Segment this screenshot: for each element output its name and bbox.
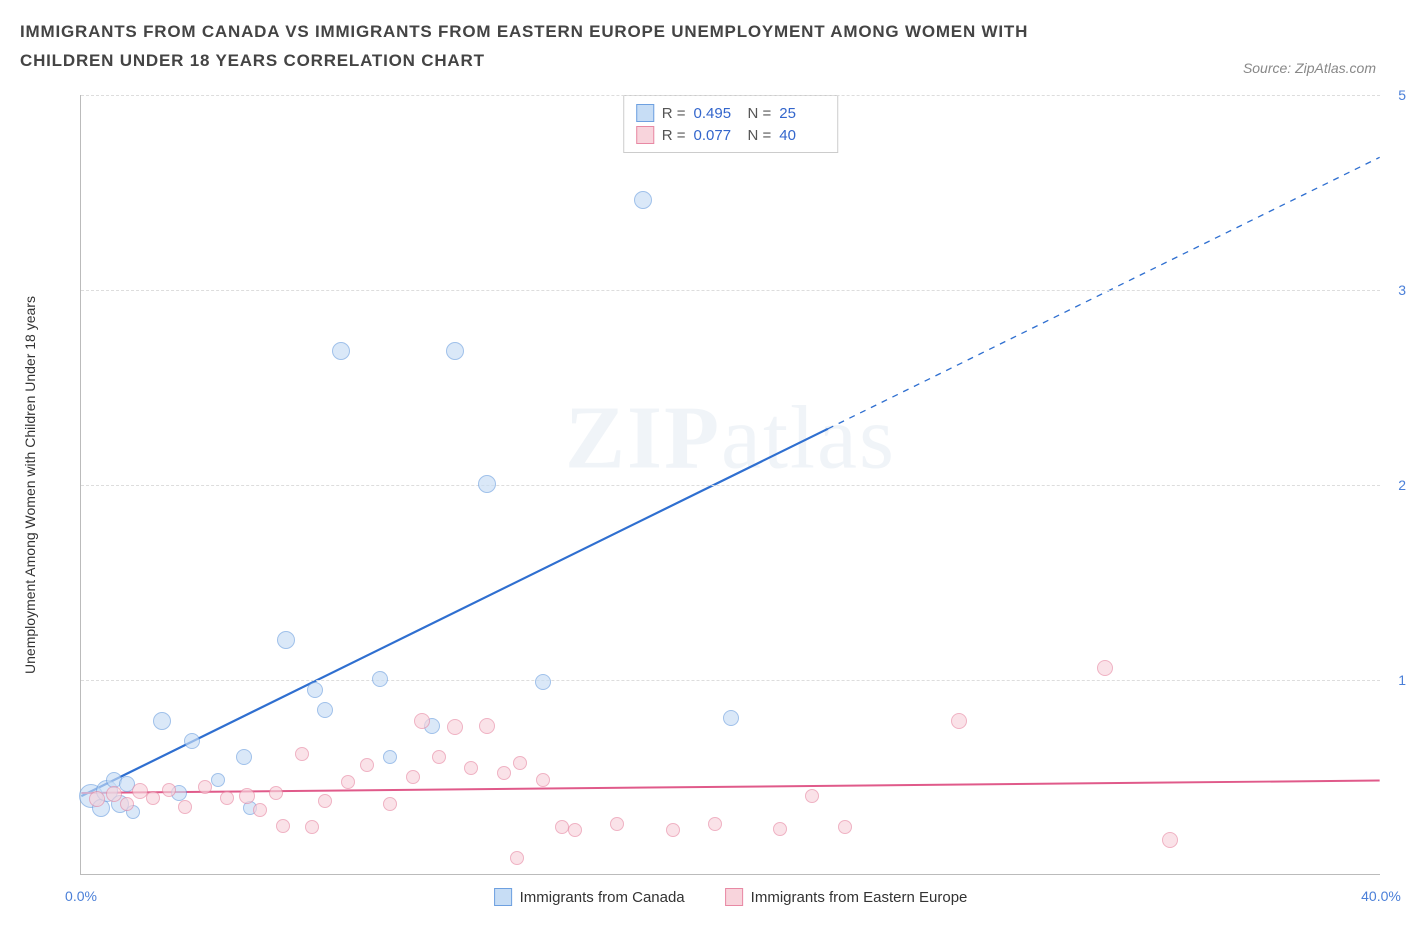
data-point	[253, 803, 267, 817]
data-point	[479, 718, 495, 734]
r-label: R =	[662, 105, 686, 122]
r-value: 0.495	[694, 105, 740, 122]
data-point	[478, 475, 496, 493]
data-point	[383, 797, 397, 811]
legend-label: Immigrants from Canada	[520, 889, 685, 906]
data-point	[497, 766, 511, 780]
legend-item: Immigrants from Eastern Europe	[725, 888, 968, 906]
data-point	[383, 750, 397, 764]
data-point	[723, 710, 739, 726]
data-point	[211, 773, 225, 787]
data-point	[120, 797, 134, 811]
n-value: 25	[779, 105, 825, 122]
data-point	[555, 820, 569, 834]
gridline	[81, 95, 1380, 96]
y-tick-label: 25.0%	[1388, 477, 1406, 493]
y-tick-label: 12.5%	[1388, 672, 1406, 688]
n-label: N =	[748, 105, 772, 122]
legend-item: Immigrants from Canada	[494, 888, 685, 906]
chart-container: Unemployment Among Women with Children U…	[60, 95, 1380, 875]
stats-legend-row: R = 0.077 N = 40	[636, 124, 826, 146]
legend-swatch	[725, 888, 743, 906]
n-label: N =	[748, 127, 772, 144]
legend-label: Immigrants from Eastern Europe	[751, 889, 968, 906]
y-tick-label: 50.0%	[1388, 87, 1406, 103]
data-point	[307, 682, 323, 698]
stats-legend: R = 0.495 N = 25 R = 0.077 N = 40	[623, 95, 839, 153]
gridline	[81, 680, 1380, 681]
data-point	[184, 733, 200, 749]
data-point	[305, 820, 319, 834]
y-tick-label: 37.5%	[1388, 282, 1406, 298]
data-point	[708, 817, 722, 831]
data-point	[446, 342, 464, 360]
data-point	[295, 747, 309, 761]
data-point	[341, 775, 355, 789]
data-point	[406, 770, 420, 784]
gridline	[81, 290, 1380, 291]
data-point	[372, 671, 388, 687]
data-point	[536, 773, 550, 787]
gridline	[81, 485, 1380, 486]
data-point	[568, 823, 582, 837]
data-point	[332, 342, 350, 360]
data-point	[220, 791, 234, 805]
data-point	[510, 851, 524, 865]
data-point	[414, 713, 430, 729]
data-point	[162, 783, 176, 797]
data-point	[951, 713, 967, 729]
data-point	[277, 631, 295, 649]
data-point	[535, 674, 551, 690]
legend-swatch	[636, 104, 654, 122]
data-point	[236, 749, 252, 765]
r-label: R =	[662, 127, 686, 144]
data-point	[464, 761, 478, 775]
data-point	[513, 756, 527, 770]
data-point	[269, 786, 283, 800]
data-point	[178, 800, 192, 814]
data-point	[805, 789, 819, 803]
r-value: 0.077	[694, 127, 740, 144]
data-point	[153, 712, 171, 730]
page-title: IMMIGRANTS FROM CANADA VS IMMIGRANTS FRO…	[20, 18, 1060, 76]
data-point	[276, 819, 290, 833]
series-legend: Immigrants from Canada Immigrants from Ea…	[494, 888, 968, 906]
data-point	[89, 791, 105, 807]
data-point	[666, 823, 680, 837]
data-point	[447, 719, 463, 735]
scatter-plot: ZIPatlas R =0.495N =25R =0.077N =40 Immi…	[80, 95, 1380, 875]
data-point	[610, 817, 624, 831]
n-value: 40	[779, 127, 825, 144]
data-point	[198, 780, 212, 794]
data-point	[360, 758, 374, 772]
x-tick-label: 40.0%	[1361, 888, 1401, 904]
source-label: Source: ZipAtlas.com	[1243, 60, 1376, 76]
stats-legend-row: R = 0.495 N = 25	[636, 102, 826, 124]
data-point	[239, 788, 255, 804]
data-point	[1162, 832, 1178, 848]
data-point	[773, 822, 787, 836]
x-tick-label: 0.0%	[65, 888, 97, 904]
data-point	[432, 750, 446, 764]
data-point	[1097, 660, 1113, 676]
legend-swatch	[636, 126, 654, 144]
data-point	[146, 791, 160, 805]
data-point	[317, 702, 333, 718]
y-axis-label: Unemployment Among Women with Children U…	[22, 296, 38, 674]
data-point	[318, 794, 332, 808]
data-point	[634, 191, 652, 209]
legend-swatch	[494, 888, 512, 906]
data-point	[838, 820, 852, 834]
